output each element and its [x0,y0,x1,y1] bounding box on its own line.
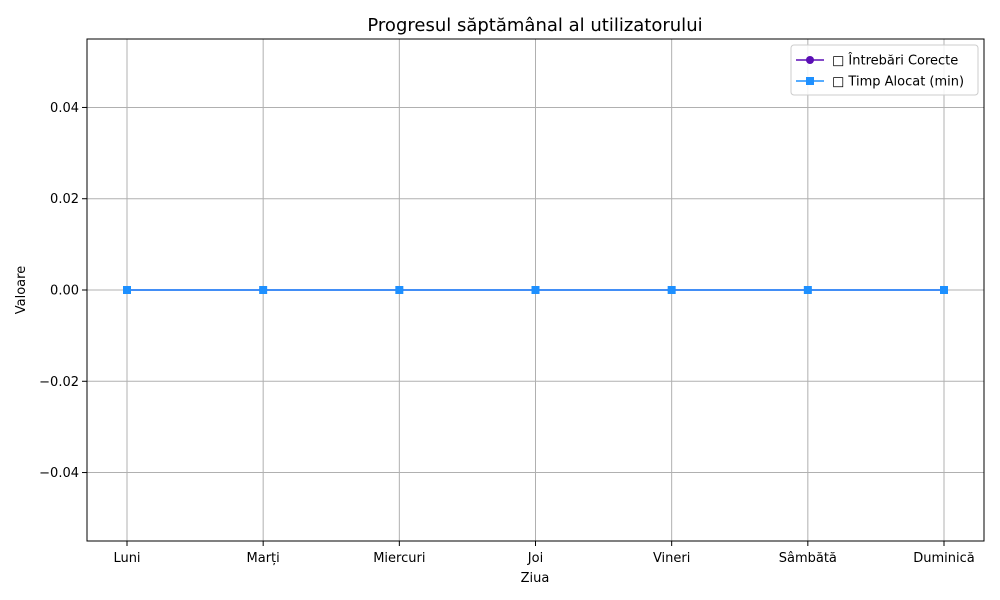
y-axis-label: Valoare [14,266,29,314]
y-tick-label: −0.04 [39,466,79,481]
y-tick-label: 0.00 [50,284,79,299]
y-tick-label: −0.02 [39,375,79,390]
x-tick-label: Sâmbătă [779,551,837,566]
data-point [259,286,268,294]
y-tick-label: 0.02 [50,192,79,207]
x-tick-label: Duminică [913,551,975,566]
legend-box [790,44,979,96]
data-point [803,286,812,294]
x-tick-label: Marți [247,551,280,566]
legend-label: □ Întrebări Corecte [832,53,958,69]
x-tick-label: Joi [527,551,543,566]
plot-frame [86,38,985,542]
data-point [940,286,948,294]
x-axis-ticks: Luni Marți Miercuri Joi Vineri Sâmbătă Duminic… [113,541,975,566]
chart-title: Progresul săptămânal al utilizatorului [367,15,702,36]
data-point [395,286,404,294]
data-point [531,286,540,294]
x-tick-label: Luni [113,551,140,566]
x-axis-label: Ziua [521,571,550,586]
data-point [667,286,676,294]
legend: □ Întrebări Corecte □ Timp Alocat (min) [790,44,979,96]
legend-marker [806,56,814,64]
series-layer [123,286,948,294]
x-tick-label: Miercuri [373,551,425,566]
legend-label: □ Timp Alocat (min) [832,75,964,90]
y-tick-label: 0.04 [50,101,79,116]
x-tick-label: Vineri [653,551,690,566]
legend-marker [806,77,814,85]
data-point [123,286,131,294]
y-axis-ticks: −0.04 −0.02 0.00 0.02 0.04 [39,101,87,481]
